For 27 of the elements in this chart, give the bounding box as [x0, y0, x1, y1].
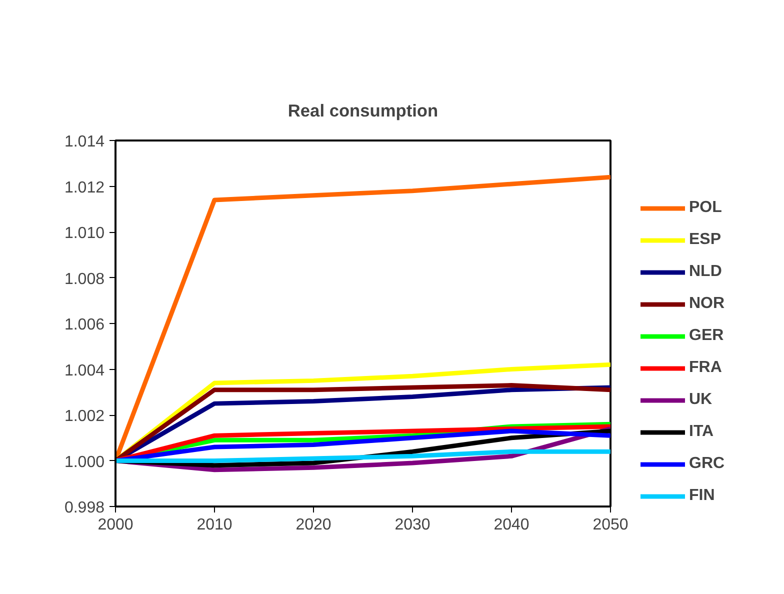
legend-label: FRA	[689, 359, 722, 377]
legend-label: UK	[689, 391, 712, 409]
y-tick-label: 1.004	[64, 362, 105, 380]
x-tick-label: 2000	[98, 516, 134, 534]
legend-label: FIN	[689, 487, 715, 505]
x-tick-label: 2030	[394, 516, 430, 534]
legend-label: POL	[689, 199, 722, 217]
legend-label: NLD	[689, 263, 722, 281]
legend-label: GER	[689, 327, 724, 345]
chart-title: Real consumption	[288, 100, 438, 120]
legend-label: NOR	[689, 295, 725, 313]
legend-label: ITA	[689, 423, 714, 441]
x-tick-label: 2020	[296, 516, 332, 534]
x-tick-label: 2010	[196, 516, 232, 534]
legend-label: GRC	[689, 455, 725, 473]
x-tick-label: 2040	[494, 516, 530, 534]
legend-label: ESP	[689, 231, 722, 249]
line-series	[116, 449, 610, 463]
x-tick-label: 2050	[592, 516, 628, 534]
y-tick-label: 1.006	[64, 316, 105, 334]
y-tick-label: 1.014	[64, 134, 105, 150]
y-tick-label: 1.010	[64, 225, 105, 242]
y-tick-label: 0.998	[64, 500, 105, 516]
y-tick-label: 1.002	[64, 408, 105, 425]
y-tick-label: 1.000	[64, 454, 105, 471]
y-tick-label: 1.008	[64, 270, 105, 288]
y-tick-label: 1.012	[64, 179, 105, 196]
